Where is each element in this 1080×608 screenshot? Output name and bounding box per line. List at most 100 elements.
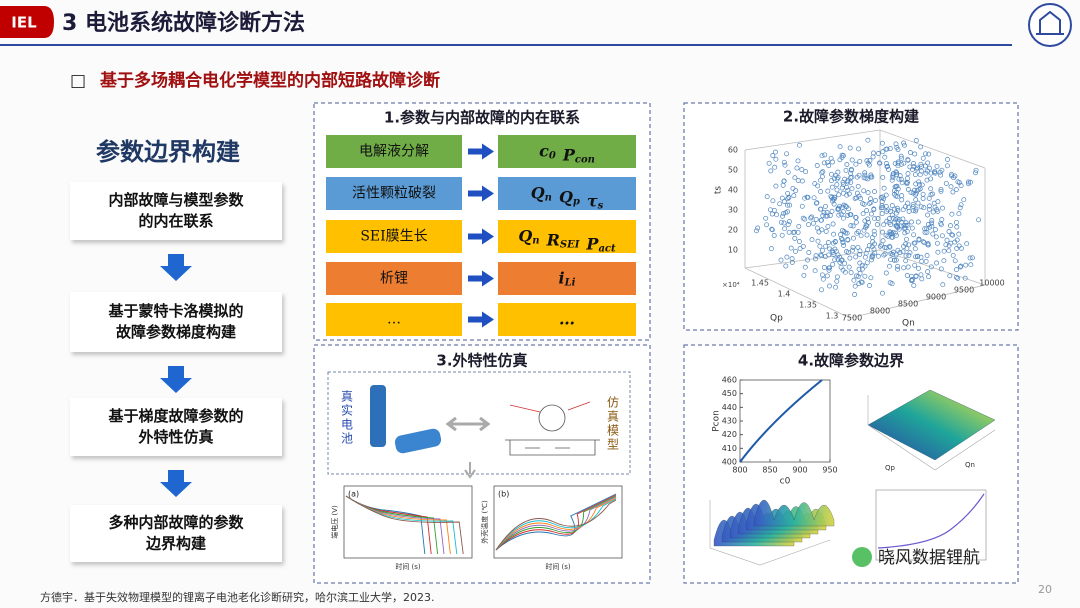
scatter-point <box>957 205 963 211</box>
scatter-point <box>860 211 866 217</box>
scatter-point <box>832 239 838 245</box>
scatter-point <box>833 284 839 290</box>
scatter-point <box>755 225 761 231</box>
scatter-point <box>912 246 918 252</box>
scatter-point <box>890 249 896 255</box>
scatter-point <box>912 151 918 157</box>
cause: … <box>387 312 401 328</box>
scatter-point <box>785 202 790 208</box>
scatter-point <box>827 265 833 271</box>
scatter-point <box>938 172 944 178</box>
scatter-point <box>890 215 896 221</box>
scatter-point <box>871 206 877 212</box>
scatter-point <box>810 220 816 226</box>
subscript: 0 <box>549 150 556 161</box>
y-tick: 9500 <box>954 286 974 295</box>
scatter-point <box>953 219 959 225</box>
x-tick: 850 <box>762 466 777 475</box>
scatter-point <box>838 264 844 270</box>
scatter-point <box>904 229 910 234</box>
scatter-point <box>890 171 896 177</box>
scatter-point <box>839 154 845 160</box>
scatter-point <box>844 249 849 254</box>
scatter-point <box>926 151 932 157</box>
scatter-point <box>952 173 958 179</box>
scatter-point <box>844 162 850 167</box>
scatter-point <box>834 278 840 284</box>
scatter-point <box>836 212 842 218</box>
scatter-point <box>764 194 770 200</box>
params: c0 Pcon <box>539 141 595 165</box>
scatter-point <box>867 283 872 288</box>
scatter-point <box>832 257 838 263</box>
scatter-point <box>894 144 900 150</box>
scatter-point <box>830 261 836 267</box>
scatter-point <box>916 179 922 185</box>
scatter-point <box>933 234 939 240</box>
scatter-point <box>789 259 795 265</box>
battery <box>394 428 442 454</box>
scatter-point <box>973 167 979 173</box>
scatter-point <box>865 190 871 196</box>
scatter-point <box>777 201 783 207</box>
scatter-point <box>938 220 944 226</box>
scatter-point <box>956 231 962 237</box>
scatter-point <box>896 226 902 232</box>
curve <box>495 494 617 551</box>
symbol: P <box>585 234 599 253</box>
scatter-point <box>869 244 875 250</box>
scatter-point <box>935 249 941 255</box>
boundary-plots: 800 850 900 950 400 410 420 430 440 450 460 c0 Pcon Q… <box>709 376 996 566</box>
scatter-point <box>808 215 814 221</box>
scatter-point <box>880 229 885 235</box>
scatter-point <box>912 172 918 178</box>
boundary-curve <box>739 379 823 463</box>
scatter-point <box>855 183 861 189</box>
scatter-point <box>819 153 825 159</box>
scatter-point <box>840 239 846 245</box>
scatter-point <box>929 218 935 223</box>
scatter-point <box>892 206 898 212</box>
z-tick: 40 <box>728 186 738 195</box>
scatter-point <box>904 236 909 242</box>
scatter-point <box>788 245 794 251</box>
scatter-point <box>837 144 843 150</box>
curve <box>877 493 985 549</box>
scatter-point <box>863 222 869 228</box>
scatter-point <box>880 290 885 296</box>
scatter-point <box>903 180 909 186</box>
scatter-point <box>946 229 952 234</box>
scatter-point <box>883 161 889 166</box>
scatter-point <box>919 182 925 188</box>
scatter-point <box>784 151 790 157</box>
scatter-point <box>845 213 851 218</box>
scatter-point <box>858 196 864 202</box>
scatter-point <box>868 211 874 217</box>
y-label: Pcon <box>712 410 722 432</box>
scatter-point <box>800 243 806 249</box>
scatter-point <box>781 159 787 165</box>
scatter-point <box>809 214 815 220</box>
scatter-point <box>949 211 955 217</box>
vertical-label: 仿真模型 <box>606 396 620 452</box>
scatter-point <box>893 210 899 216</box>
cause-box <box>326 220 462 253</box>
scatter-point <box>790 230 796 235</box>
scatter-point <box>771 207 777 213</box>
scatter-point <box>834 182 840 188</box>
surface-y: Qn <box>965 461 975 469</box>
scatter-point <box>950 232 956 238</box>
scatter-point <box>779 195 785 201</box>
scatter-point <box>908 189 914 195</box>
scatter-point <box>803 169 809 175</box>
symbol: P <box>562 145 576 164</box>
scatter-point <box>841 229 847 234</box>
scatter-point <box>940 282 946 288</box>
scatter-point <box>887 243 892 249</box>
surface-frame <box>867 395 996 471</box>
scatter-point <box>817 243 823 249</box>
scatter-point <box>857 248 863 254</box>
scatter-point <box>877 160 882 166</box>
scatter-point <box>932 227 938 233</box>
relation-arrow <box>468 311 494 328</box>
